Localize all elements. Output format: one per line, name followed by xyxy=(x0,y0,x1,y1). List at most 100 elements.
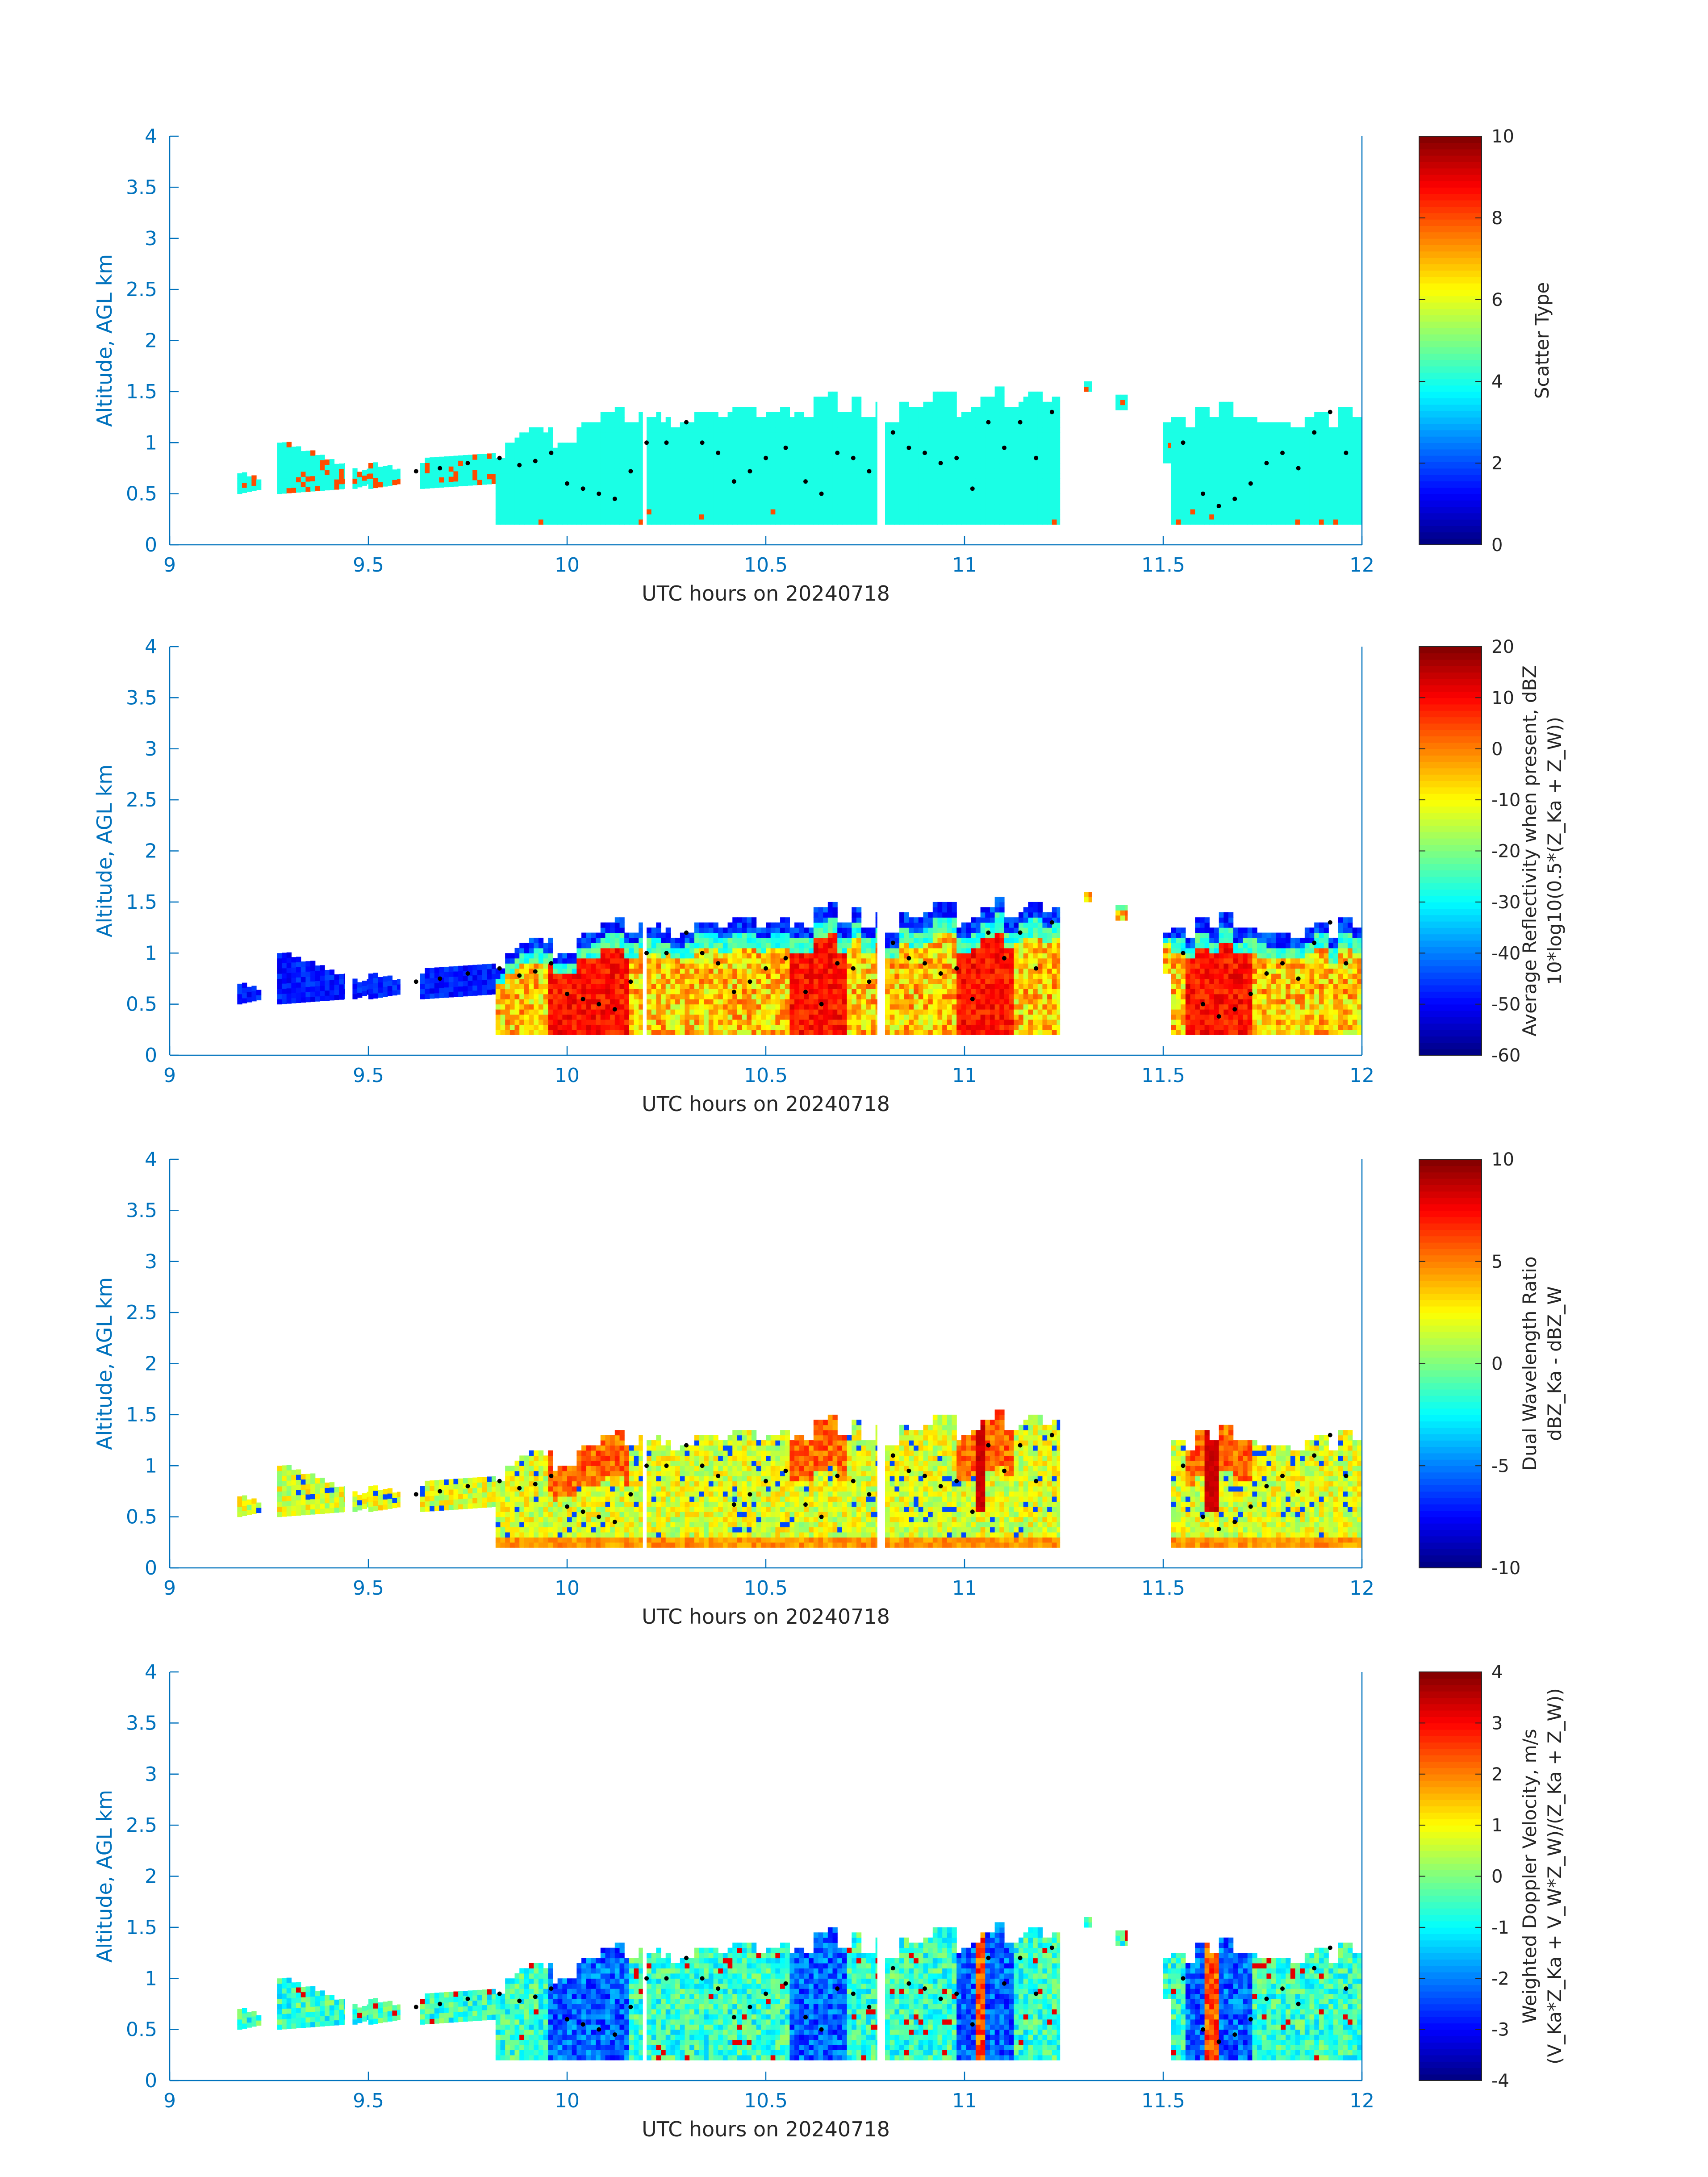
colorbar-swatch xyxy=(1419,238,1482,245)
data-cell xyxy=(981,448,986,453)
data-cell xyxy=(794,412,799,418)
data-cell xyxy=(529,999,534,1004)
data-cell xyxy=(852,427,856,433)
data-cell xyxy=(539,953,543,958)
data-cell xyxy=(1023,432,1028,438)
data-cell xyxy=(675,484,680,489)
data-cell xyxy=(586,443,591,448)
data-cell xyxy=(1324,458,1329,464)
data-cell xyxy=(1186,458,1190,464)
data-cell xyxy=(1019,432,1023,438)
data-cell xyxy=(904,484,909,489)
data-cell xyxy=(615,994,620,999)
data-cell xyxy=(709,953,714,958)
data-cell xyxy=(742,427,747,433)
data-cell xyxy=(368,473,373,479)
data-cell xyxy=(737,438,742,443)
data-cell xyxy=(543,1004,548,1010)
data-cell xyxy=(928,432,933,438)
data-cell xyxy=(634,989,639,994)
data-cell xyxy=(567,953,572,958)
data-cell xyxy=(339,979,344,984)
data-cell xyxy=(624,933,629,938)
data-cell xyxy=(1047,448,1052,453)
data-cell xyxy=(515,1004,520,1010)
data-cell xyxy=(251,986,256,991)
data-cell xyxy=(330,969,334,975)
data-cell xyxy=(966,509,971,514)
data-cell xyxy=(919,509,923,514)
data-cell xyxy=(704,963,709,969)
data-cell xyxy=(548,989,553,994)
data-cell xyxy=(861,519,866,525)
data-cell xyxy=(1305,453,1310,458)
data-cell xyxy=(1228,453,1233,458)
data-cell xyxy=(496,978,501,984)
data-cell xyxy=(601,438,606,443)
data-cell xyxy=(291,467,296,472)
data-cell xyxy=(799,427,804,433)
data-cell xyxy=(651,473,656,479)
data-cell xyxy=(714,489,718,494)
data-cell xyxy=(1290,504,1295,510)
data-cell xyxy=(534,1009,539,1015)
data-cell xyxy=(1271,427,1276,433)
data-cell xyxy=(894,499,899,504)
data-cell xyxy=(914,514,919,519)
data-cell xyxy=(1023,494,1028,499)
data-cell xyxy=(519,453,524,458)
data-cell xyxy=(737,468,742,473)
data-cell xyxy=(981,509,986,514)
data-cell xyxy=(534,1004,539,1010)
data-cell xyxy=(553,504,558,510)
data-cell xyxy=(301,967,306,972)
data-cell xyxy=(647,494,651,499)
data-cell xyxy=(942,504,947,510)
data-cell xyxy=(723,427,728,433)
data-cell xyxy=(1209,509,1214,514)
data-cell xyxy=(1248,499,1253,504)
data-cell xyxy=(296,456,301,462)
colorbar-swatch xyxy=(1419,481,1482,488)
data-cell xyxy=(971,473,976,479)
data-cell xyxy=(1333,484,1338,489)
data-cell xyxy=(1300,478,1305,484)
data-cell xyxy=(543,458,548,464)
data-cell xyxy=(1190,478,1195,484)
data-cell xyxy=(558,958,563,964)
data-cell xyxy=(647,519,651,525)
data-cell xyxy=(885,509,890,514)
data-cell xyxy=(737,448,742,453)
data-cell xyxy=(852,432,856,438)
data-cell xyxy=(619,963,624,969)
data-cell xyxy=(591,938,596,943)
data-cell xyxy=(856,504,861,510)
data-cell xyxy=(766,463,771,468)
data-cell xyxy=(1286,427,1290,433)
data-cell xyxy=(919,494,923,499)
data-cell xyxy=(861,458,866,464)
data-cell xyxy=(937,494,942,499)
data-cell xyxy=(651,438,656,443)
data-cell xyxy=(1310,463,1315,468)
data-cell xyxy=(510,463,515,468)
data-cell xyxy=(1181,499,1186,504)
data-cell xyxy=(680,443,685,448)
data-cell xyxy=(656,519,661,525)
data-cell xyxy=(519,1004,524,1010)
data-cell xyxy=(315,991,320,996)
height-marker xyxy=(700,440,705,445)
data-cell xyxy=(704,1015,709,1020)
data-cell xyxy=(282,994,287,999)
data-cell xyxy=(510,484,515,489)
data-cell xyxy=(529,509,534,514)
data-cell xyxy=(1248,422,1253,428)
data-cell xyxy=(709,999,714,1004)
data-cell xyxy=(1338,417,1343,422)
data-cell xyxy=(885,489,890,494)
data-cell xyxy=(334,474,339,480)
data-cell xyxy=(704,1020,709,1025)
data-cell xyxy=(823,504,828,510)
data-cell xyxy=(661,432,666,438)
data-cell xyxy=(548,978,553,984)
